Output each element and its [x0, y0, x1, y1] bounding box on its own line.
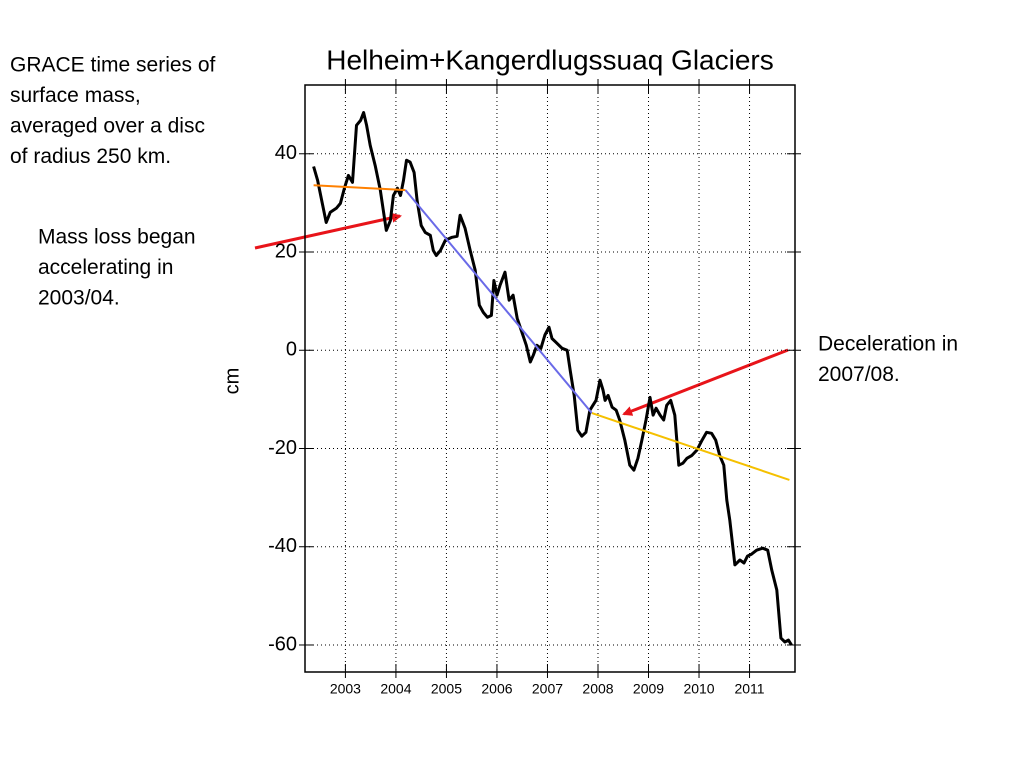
annotation-text: averaged over a disc [10, 115, 205, 138]
data-line [404, 189, 593, 414]
y-tick-label: 40 [275, 142, 297, 164]
x-tick-label: 2006 [481, 681, 512, 697]
annotation-text: Deceleration in [818, 333, 958, 356]
y-tick-label: 0 [286, 339, 297, 361]
y-tick-label: 20 [275, 240, 297, 262]
x-tick-label: 2004 [380, 681, 411, 697]
annotation-text: surface mass, [10, 84, 141, 107]
y-axis-label: cm [221, 368, 243, 395]
arrow [254, 212, 402, 250]
annotation-text: of radius 250 km. [10, 145, 171, 168]
x-tick-label: 2007 [532, 681, 563, 697]
annotations: GRACE time series of surface mass, average… [10, 54, 958, 387]
data-line [313, 184, 406, 192]
annotation-text: accelerating in [38, 256, 173, 279]
plot-area: 40 20 0 -20 -40 -60 2003 2004 2005 2006 2007 2008 20… [268, 79, 801, 697]
annotation-text: Mass loss began [38, 226, 196, 249]
x-tick-label: 2009 [633, 681, 664, 697]
data-line [312, 111, 793, 646]
annotation-text: GRACE time series of [10, 54, 216, 77]
x-tick-label: 2008 [582, 681, 613, 697]
y-tick-label: -20 [268, 437, 297, 459]
data-line [591, 412, 790, 481]
x-tick-label: 2010 [683, 681, 714, 697]
chart-title: Helheim+Kangerdlugssuaq Glaciers [326, 44, 773, 75]
y-tick-label: -40 [268, 535, 297, 557]
annotation-text: 2007/08. [818, 363, 900, 386]
x-tick-label: 2011 [734, 681, 764, 697]
x-tick-label: 2003 [330, 681, 361, 697]
plot-frame [304, 84, 796, 673]
annotation-text: 2003/04. [38, 287, 120, 310]
x-tick-label: 2005 [431, 681, 462, 697]
y-tick-label: -60 [268, 633, 297, 655]
